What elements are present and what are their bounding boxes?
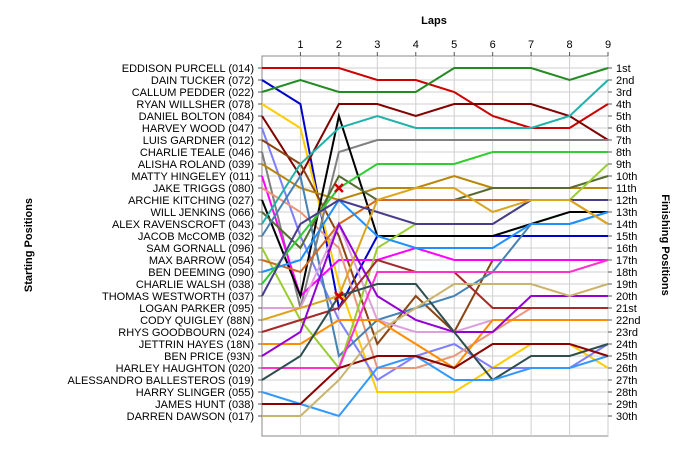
retirement-mark <box>334 183 344 193</box>
driver-label: MAX BARROW (054) <box>149 255 254 267</box>
lap-label: 7 <box>528 39 534 51</box>
finishing-position-label: 17th <box>616 255 637 267</box>
finishing-position-label: 8th <box>616 147 631 159</box>
series-line-5 <box>261 103 609 178</box>
driver-label: JETTRIN HAYES (18N) <box>139 339 254 351</box>
driver-label: THOMAS WESTWORTH (037) <box>102 291 254 303</box>
finishing-position-label: 27th <box>616 375 637 387</box>
driver-label: ALEX RAVENSCROFT (043) <box>112 219 254 231</box>
finishing-position-label: 25th <box>616 351 637 363</box>
driver-label: LUIS GARDNER (012) <box>143 135 254 147</box>
finishing-position-label: 5th <box>616 111 631 123</box>
lap-label: 9 <box>605 39 611 51</box>
finishing-position-label: 13th <box>616 207 637 219</box>
driver-label: ARCHIE KITCHING (027) <box>128 195 254 207</box>
driver-label: BEN PRICE (93N) <box>164 351 254 363</box>
driver-label: BEN DEEMING (090) <box>148 267 254 279</box>
driver-label: HARRY SLINGER (055) <box>136 387 254 399</box>
series-line-30 <box>262 283 609 417</box>
driver-label: CHARLIE WALSH (038) <box>136 279 254 291</box>
x-axis-title: Laps <box>421 15 447 27</box>
finishing-position-label: 30th <box>616 411 637 423</box>
finishing-position-label: 29th <box>616 399 637 411</box>
series-line-12 <box>261 112 608 300</box>
driver-label: SAM GORNALL (096) <box>146 243 254 255</box>
retirement-marks <box>334 183 344 301</box>
finishing-position-label: 9th <box>616 159 631 171</box>
series-lines <box>261 67 609 418</box>
finishing-position-label: 19th <box>616 279 637 291</box>
driver-label: ALISHA ROLAND (039) <box>138 159 254 171</box>
plot-area <box>261 55 609 437</box>
finishing-position-label: 2nd <box>616 75 634 87</box>
series-line-24 <box>262 319 608 370</box>
finishing-position-label: 28th <box>616 387 637 399</box>
driver-label: ALESSANDRO BALLESTEROS (019) <box>68 375 254 387</box>
series-line-14 <box>261 79 609 225</box>
finishing-position-label: 20th <box>616 291 637 303</box>
series-line-26 <box>262 259 609 369</box>
driver-label: CHARLIE TEALE (046) <box>140 147 254 159</box>
series-line-22 <box>261 187 609 321</box>
lap-label: 2 <box>336 39 342 51</box>
finishing-position-label: 11th <box>616 183 637 195</box>
right-axis-title: Finishing Positions <box>659 194 671 295</box>
series-line-27 <box>261 283 609 382</box>
finishing-position-label: 10th <box>616 171 637 183</box>
driver-label: DANIEL BOLTON (084) <box>139 111 254 123</box>
finishing-position-label: 26th <box>616 363 637 375</box>
series-line-1 <box>262 67 609 129</box>
driver-label: CODY QUIGLEY (88N) <box>140 315 254 327</box>
left-axis-title: Starting Positions <box>23 198 35 292</box>
series-line-3 <box>261 67 609 93</box>
lap-label: 1 <box>297 39 303 51</box>
finishing-position-labels: 1st2nd3rd4th5th6th7th8th9th10th11th12th1… <box>616 63 640 423</box>
driver-label: RHYS GOODBOURN (024) <box>118 327 254 339</box>
finishing-position-label: 21st <box>616 303 637 315</box>
grid-lines <box>258 52 612 437</box>
driver-label: LOGAN PARKER (095) <box>139 303 254 315</box>
finishing-position-label: 7th <box>616 135 631 147</box>
finishing-position-label: 14th <box>616 219 637 231</box>
driver-label: MATTY HINGELEY (011) <box>131 171 254 183</box>
lap-label: 5 <box>451 39 457 51</box>
series-line-29 <box>262 343 609 405</box>
driver-label: JAKE TRIGGS (080) <box>153 183 254 195</box>
driver-label: WILL JENKINS (066) <box>150 207 254 219</box>
driver-label: HARVEY WOOD (047) <box>142 123 254 135</box>
lap-label: 3 <box>374 39 380 51</box>
lap-label: 4 <box>413 39 419 51</box>
finishing-position-label: 24th <box>616 339 637 351</box>
finishing-position-label: 3rd <box>616 87 632 99</box>
driver-label: RYAN WILLSHER (078) <box>136 99 254 111</box>
series-line-25 <box>261 221 608 357</box>
finishing-position-label: 6th <box>616 123 631 135</box>
driver-label: DAIN TUCKER (072) <box>151 75 254 87</box>
finishing-position-label: 22nd <box>616 315 640 327</box>
driver-label: EDDISON PURCELL (014) <box>122 63 254 75</box>
driver-label: DARREN DAWSON (017) <box>127 411 254 423</box>
starting-position-labels: EDDISON PURCELL (014)DAIN TUCKER (072)CA… <box>68 63 254 423</box>
driver-label: JAMES HUNT (038) <box>155 399 254 411</box>
finishing-position-label: 16th <box>616 243 637 255</box>
finishing-position-label: 4th <box>616 99 631 111</box>
series-line-18 <box>261 198 609 273</box>
finishing-position-label: 12th <box>616 195 637 207</box>
finishing-position-label: 18th <box>616 267 637 279</box>
finishing-position-label: 23rd <box>616 327 638 339</box>
driver-label: HARLEY HAUGHTON (020) <box>116 363 254 375</box>
lap-label: 8 <box>566 39 572 51</box>
driver-label: JACOB McCOMB (032) <box>138 231 254 243</box>
retirement-mark <box>334 291 344 301</box>
lap-label: 6 <box>490 39 496 51</box>
finishing-position-label: 1st <box>616 63 631 75</box>
finishing-position-label: 15th <box>616 231 637 243</box>
series-line-28 <box>261 354 609 418</box>
lap-labels: 1 2 3 4 5 6 7 8 9 <box>297 39 611 51</box>
driver-label: CALLUM PEDDER (022) <box>132 87 254 99</box>
